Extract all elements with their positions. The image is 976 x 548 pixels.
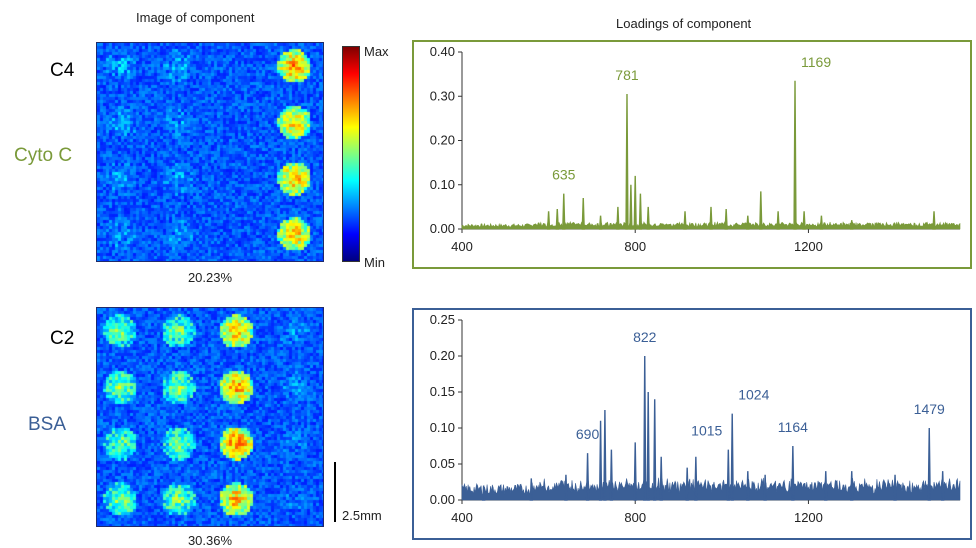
peak-label: 1024 (738, 387, 769, 403)
spectrum-baseline (461, 477, 961, 501)
spectrum-peak (694, 456, 698, 501)
spectrum-peak (850, 220, 854, 230)
spectrum-peak (726, 449, 730, 501)
spectrum-peak (893, 474, 897, 501)
spectrum-peak (625, 94, 629, 230)
spectrum-peak (603, 409, 607, 501)
spectrum-peak (562, 193, 566, 230)
peak-label: 1164 (778, 419, 808, 435)
x-tick-label: 400 (451, 239, 473, 254)
spectrum-peak (638, 193, 643, 230)
component-label-c4: C4 (50, 60, 75, 81)
scale-bar-label: 2.5mm (342, 508, 382, 523)
protein-label-cyto-c: Cyto C (14, 145, 73, 166)
scale-bar (334, 462, 336, 522)
spectrum-peak (546, 211, 551, 230)
spectrum-peak (791, 445, 795, 501)
colorbar-max-label: Max (364, 44, 389, 59)
spectrum-peak (581, 198, 585, 230)
peak-label: 690 (576, 426, 600, 442)
peak-label: 1169 (801, 54, 831, 70)
spectrum-peak (763, 474, 767, 501)
loadings-chart-c4-svg: 0.00 0.10 0.20 0.30 0.40 400 800 1200 635 781 1169 (430, 44, 961, 254)
spectrum-peak (683, 211, 687, 230)
peak-label: 1479 (914, 401, 945, 417)
y-tick-label: 0.10 (430, 420, 455, 435)
spectrum-peak (746, 471, 750, 501)
spectrum-peak (555, 209, 559, 230)
y-tick-label: 0.00 (430, 492, 455, 507)
spectrum-peak (685, 467, 689, 501)
peak-label: 635 (552, 167, 576, 183)
y-tick-label: 0.25 (430, 312, 455, 327)
y-tick-label: 0.20 (430, 133, 455, 148)
colorbar-min-label: Min (364, 255, 385, 270)
variance-percent-c4: 20.23% (187, 270, 233, 285)
x-tick-label: 400 (451, 510, 473, 525)
x-tick-label: 1200 (794, 239, 823, 254)
spectrum-peak (564, 474, 568, 501)
spectrum-peak (646, 206, 650, 230)
image-column-header: Image of component (136, 10, 255, 25)
spectrum-peak (941, 471, 945, 501)
loadings-column-header: Loadings of component (616, 16, 752, 31)
variance-percent-c2: 30.36% (187, 533, 233, 548)
y-tick-label: 0.05 (430, 456, 455, 471)
spectrum-peak (646, 391, 650, 501)
y-tick-label: 0.10 (430, 177, 455, 192)
spectrum-peak (819, 215, 824, 230)
loadings-chart-c4: 0.00 0.10 0.20 0.30 0.40 400 800 1200 635 781 1169 (412, 40, 972, 269)
spectrum-peak (709, 206, 713, 230)
y-tick-label: 0.00 (430, 221, 455, 236)
spectrum-peak (598, 420, 603, 501)
y-tick-label: 0.15 (430, 384, 455, 399)
x-tick-label: 800 (624, 510, 646, 525)
spectrum-peak (585, 453, 590, 501)
spectrum-peak (633, 442, 637, 501)
spectrum-peak (609, 449, 614, 501)
component-label-c2: C2 (50, 328, 75, 349)
colorbar (342, 46, 360, 262)
peak-label: 781 (615, 67, 639, 83)
spectrum-peak (659, 456, 663, 501)
y-tick-label: 0.30 (430, 88, 455, 103)
spectrum-peak (724, 209, 728, 230)
spectrum-peak (629, 184, 633, 230)
loadings-chart-c2: 0.00 0.05 0.10 0.15 0.20 0.25 400 800 1200 690 822… (412, 308, 972, 540)
x-tick-label: 1200 (794, 510, 823, 525)
spectrum-peak (598, 215, 603, 230)
spectrum-peak (730, 413, 734, 501)
y-tick-label: 0.40 (430, 44, 455, 59)
y-tick-label: 0.20 (430, 348, 455, 363)
peak-label: 822 (633, 329, 657, 345)
spectrum-peak (927, 427, 931, 501)
component-image-c4 (96, 42, 324, 262)
spectrum-peak (759, 191, 763, 230)
spectrum-peak (802, 211, 806, 230)
peak-label: 1015 (691, 423, 722, 439)
spectrum-peak (481, 485, 486, 501)
spectrum-peak (824, 471, 828, 501)
x-tick-label: 800 (624, 239, 646, 254)
loadings-chart-c2-svg: 0.00 0.05 0.10 0.15 0.20 0.25 400 800 1200 690 822… (430, 312, 961, 525)
spectrum-peak (746, 215, 750, 230)
spectrum-peak (616, 206, 620, 230)
spectrum-peak (633, 175, 637, 230)
spectrum-peak (653, 399, 657, 501)
spectrum-peak (776, 211, 780, 230)
component-image-c2 (96, 307, 324, 527)
spectrum-peak (643, 355, 647, 501)
protein-label-bsa: BSA (28, 414, 67, 435)
spectrum-peak (529, 478, 533, 501)
spectrum-peak (793, 80, 797, 230)
spectrum-peak (850, 471, 854, 501)
spectrum-peak (932, 211, 936, 230)
